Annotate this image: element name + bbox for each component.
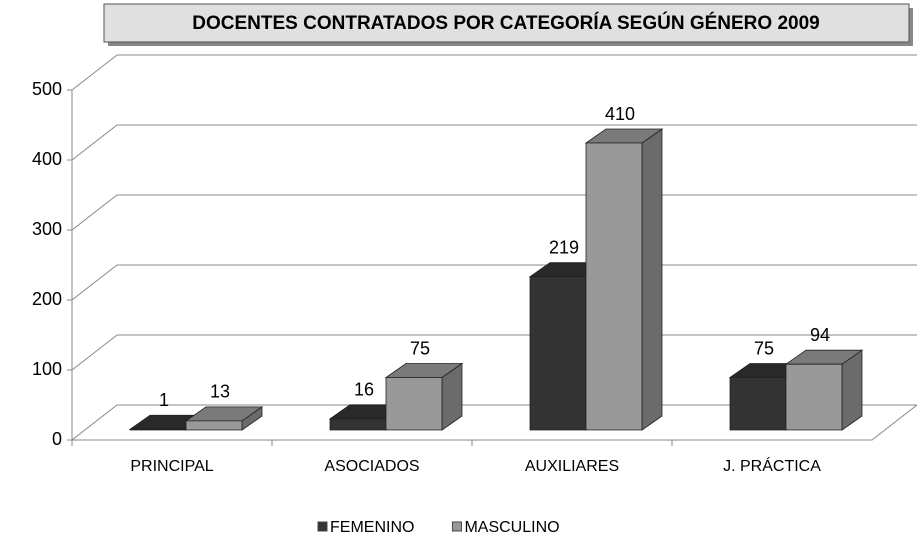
legend-swatch	[317, 521, 328, 532]
data-label: 219	[549, 237, 579, 257]
legend-swatch	[451, 521, 462, 532]
x-tick-label: J. PRÁCTICA	[723, 456, 821, 475]
grid-line	[71, 264, 917, 301]
bar	[384, 362, 464, 431]
y-tick-label: 500	[32, 79, 62, 99]
legend-label: MASCULINO	[464, 519, 559, 536]
y-tick-label: 300	[32, 219, 62, 239]
bar-face	[385, 377, 443, 431]
bar	[184, 406, 264, 431]
bar	[584, 128, 664, 431]
y-tick-label: 200	[32, 289, 62, 309]
bar-face	[729, 377, 787, 431]
bar-face	[185, 420, 243, 431]
y-tick-label: 400	[32, 149, 62, 169]
bar-face	[129, 428, 187, 431]
floor	[70, 404, 917, 441]
data-label: 13	[210, 382, 230, 402]
bar-face	[529, 276, 587, 431]
data-label: 16	[354, 380, 374, 400]
data-label: 75	[754, 338, 774, 358]
data-label: 75	[410, 338, 430, 358]
grid-line	[71, 124, 917, 161]
title-box	[103, 3, 910, 43]
grid-line	[71, 54, 917, 91]
bar	[784, 349, 864, 431]
bar-face	[785, 363, 843, 431]
data-label: 410	[605, 104, 635, 124]
bar-face	[641, 128, 663, 431]
grid-line	[71, 194, 917, 231]
x-tick-label: ASOCIADOS	[324, 458, 419, 475]
chart-title: DOCENTES CONTRATADOS POR CATEGORÍA SEGÚN…	[192, 12, 819, 34]
y-tick-label: 100	[32, 359, 62, 379]
x-tick-label: PRINCIPAL	[130, 458, 213, 475]
bar-face	[585, 142, 643, 431]
data-label: 94	[810, 325, 830, 345]
legend-label: FEMENINO	[330, 519, 414, 536]
x-tick-label: AUXILIARES	[525, 458, 619, 475]
data-label: 1	[159, 390, 169, 410]
y-tick-label: 0	[52, 429, 62, 449]
bar-face	[329, 418, 387, 431]
